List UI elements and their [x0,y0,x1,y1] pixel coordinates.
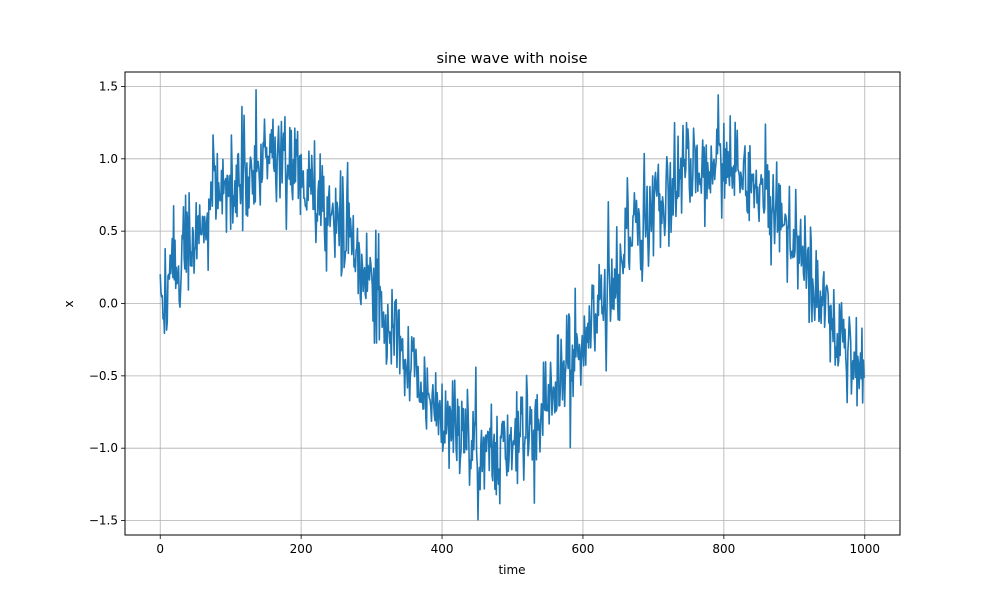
x-tick-label: 400 [431,542,454,556]
series-line [159,88,865,521]
x-tick-label: 1000 [849,542,880,556]
x-tick-label: 800 [712,542,735,556]
x-axis-ticks: 0 200 400 600 800 1000 [156,535,880,556]
x-tick-label: 600 [572,542,595,556]
y-tick-label: 0.0 [99,297,118,311]
y-tick-label: −1.5 [89,514,118,528]
x-tick-label: 200 [290,542,313,556]
y-tick-label: 1.5 [99,79,118,93]
x-axis-label: time [498,563,525,577]
series-layer [159,88,865,521]
y-tick-label: −1.0 [89,441,118,455]
y-tick-label: 0.5 [99,224,118,238]
y-tick-label: 1.0 [99,152,118,166]
chart-title: sine wave with noise [436,51,587,67]
y-axis-ticks: −1.5 −1.0 −0.5 0.0 0.5 1.0 1.5 [89,79,125,528]
y-tick-label: −0.5 [89,369,118,383]
x-tick-label: 0 [156,542,164,556]
y-axis-label: x [62,300,76,307]
